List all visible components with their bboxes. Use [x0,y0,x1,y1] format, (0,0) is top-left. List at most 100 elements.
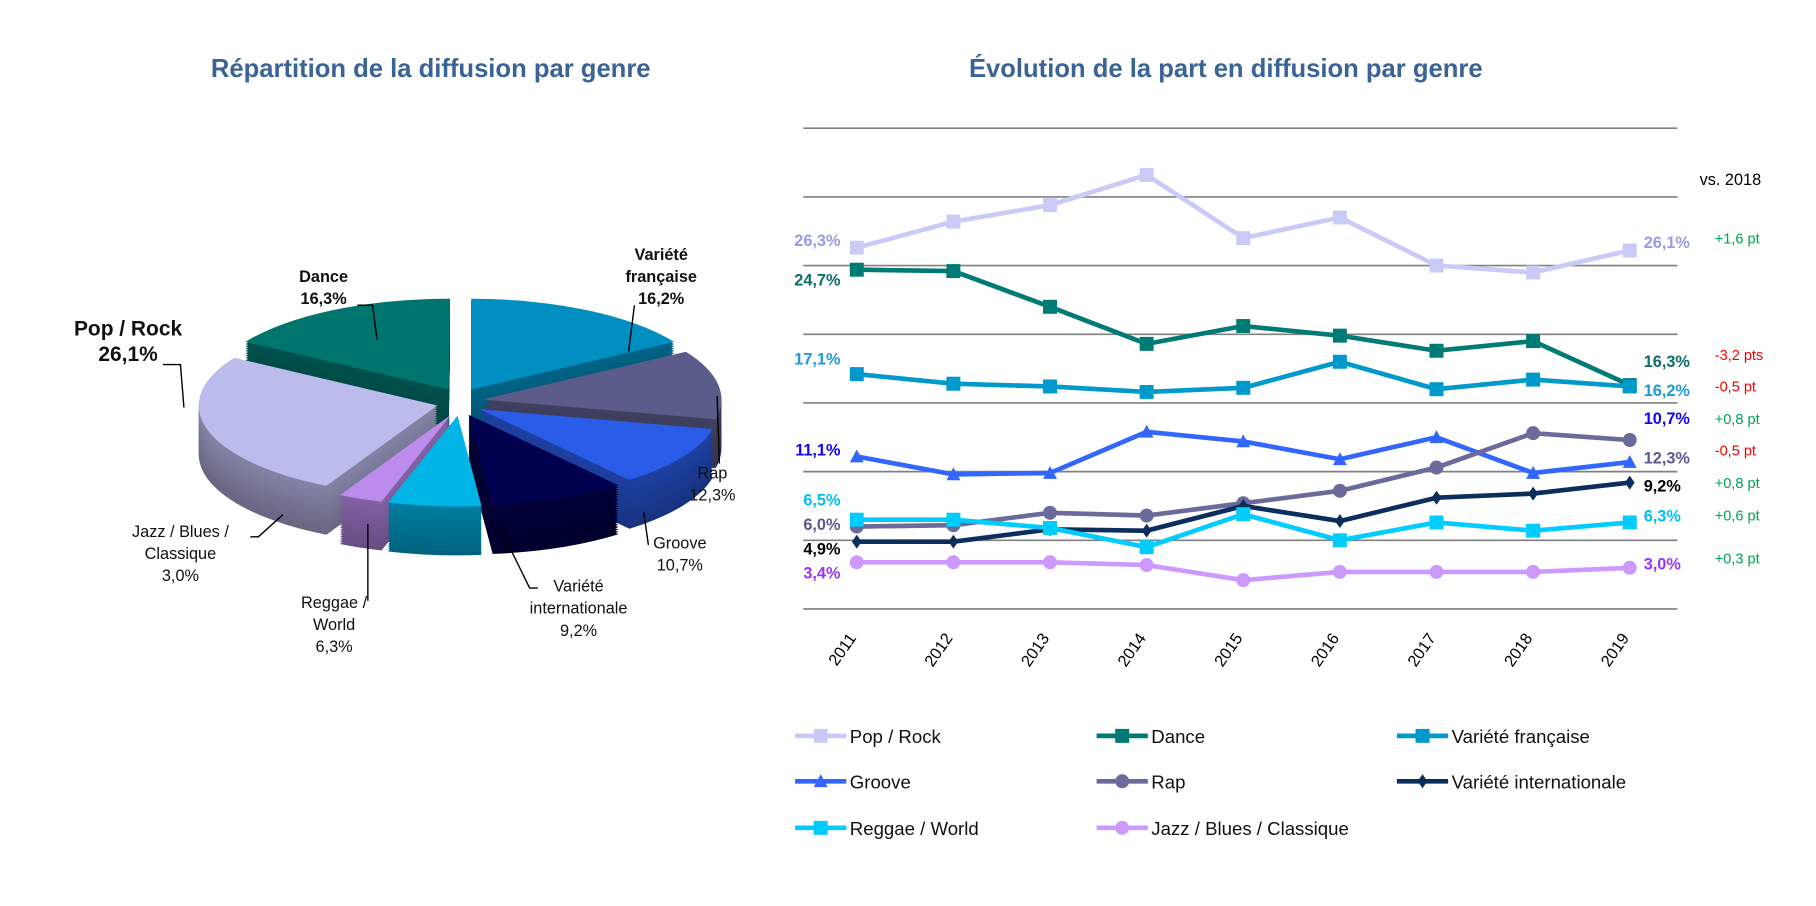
data-point [1526,523,1541,538]
delta-label: +0,8 pt [1715,476,1760,492]
legend-label: Dance [1151,726,1205,747]
x-tick-label: 2012 [921,630,957,670]
data-point [1526,466,1541,479]
legend-item: Jazz / Blues / Classique [1096,818,1349,839]
pie-value-jazz: 3,0% [162,567,199,585]
data-point [1622,243,1637,258]
x-tick-label: 2017 [1404,630,1440,670]
data-point [1115,774,1130,789]
pie-label-jazz: Classique [145,545,217,563]
data-point [1526,334,1541,349]
x-tick-label: 2014 [1114,630,1150,670]
legend-item: Reggae / World [795,818,979,839]
legend-label: Pop / Rock [850,726,942,747]
pie-slice-varint [468,414,619,554]
data-point [1429,430,1444,444]
data-point [851,534,862,549]
legend-item: Variété internationale [1396,771,1627,792]
series-groove: 11,1% 10,7% +0,8 pt [795,410,1760,481]
data-point [1332,328,1347,343]
pie-label-reggae: World [313,616,355,634]
pie-value-groove: 10,7% [657,557,703,575]
data-point [1139,424,1154,438]
legend-label: Jazz / Blues / Classique [1151,818,1349,839]
pie-slice-reggae [388,415,482,556]
delta-label: +0,8 pt [1715,412,1760,428]
data-point [1236,507,1251,522]
data-point [849,262,864,277]
pie-label-reggae: Reggae / [301,594,368,612]
data-point [1332,564,1347,579]
data-point [1043,505,1058,520]
leader-line-pop [162,363,185,408]
data-point [849,449,864,463]
legend-item: Pop / Rock [795,726,942,747]
data-point [1622,560,1637,575]
data-point [1236,434,1251,448]
data-point [1139,167,1154,182]
x-tick-label: 2016 [1308,630,1344,670]
pie-slice-top [482,351,722,420]
data-point [1332,210,1347,225]
start-value-label: 6,5% [803,491,841,509]
pie-label-varfr: française [625,268,697,286]
start-value-label: 6,0% [803,516,841,534]
data-point [813,774,828,788]
leader-line-groove [643,512,650,546]
end-value-label: 3,0% [1644,555,1682,573]
legend-label: Variété internationale [1452,771,1627,792]
start-value-label: 4,9% [803,540,841,558]
end-value-label: 16,2% [1644,382,1691,400]
x-tick-label: 2015 [1211,630,1247,670]
comparison-header: vs. 2018 [1700,171,1762,189]
legend-item: Rap [1096,771,1185,792]
data-point [1332,354,1347,369]
leader-line-jazz [250,514,284,538]
legend-label: Groove [850,771,911,792]
data-point [1043,466,1058,479]
x-tick-label: 2011 [825,630,860,669]
pie-slice-top [198,357,438,486]
pie-label-groove: Groove [653,534,706,552]
data-point [1429,564,1444,579]
pie-chart-title: Répartition de la diffusion par genre [211,55,651,83]
legend-item: Dance [1096,726,1205,747]
end-value-label: 12,3% [1644,449,1691,467]
x-tick-label: 2018 [1501,630,1537,670]
pie-slice-top [471,298,675,390]
data-point [1236,231,1251,246]
legend-label: Variété française [1452,726,1590,747]
pie-label-pop: Pop / Rock [74,317,183,340]
data-point [1528,486,1539,501]
pie-value-rap: 12,3% [689,487,735,505]
data-point [1236,380,1251,395]
data-point [849,367,864,382]
data-point [1622,515,1637,530]
start-value-label: 11,1% [795,441,841,459]
data-point [849,240,864,255]
data-point [1429,515,1444,530]
end-value-label: 10,7% [1644,410,1691,428]
pie-slice-top [388,415,482,507]
data-point [1236,319,1251,334]
data-point [1429,382,1444,397]
pie-value-varfr: 16,2% [638,290,685,308]
pie-slice-top [479,409,713,480]
data-point [946,214,961,229]
legend-label: Reggae / World [850,818,979,839]
data-point [1431,490,1442,505]
data-point [946,467,961,481]
series-vari-t-internationale: 4,9% 9,2% +0,8 pt [803,475,1760,558]
data-point [1139,558,1154,573]
series-jazz-blues-classique: 3,4% 3,0% +0,3 pt [803,552,1760,588]
data-point [946,376,961,391]
line-chart-title: Évolution de la part en diffusion par ge… [969,54,1483,83]
delta-label: -0,5 pt [1715,379,1756,395]
end-value-label: 6,3% [1644,508,1682,526]
data-point [1415,728,1430,743]
series-line [856,172,1631,275]
series-pop-rock: 26,3% 26,1% +1,6 pt [794,167,1760,280]
pie-slice-top [339,414,451,502]
data-point [1043,555,1058,570]
